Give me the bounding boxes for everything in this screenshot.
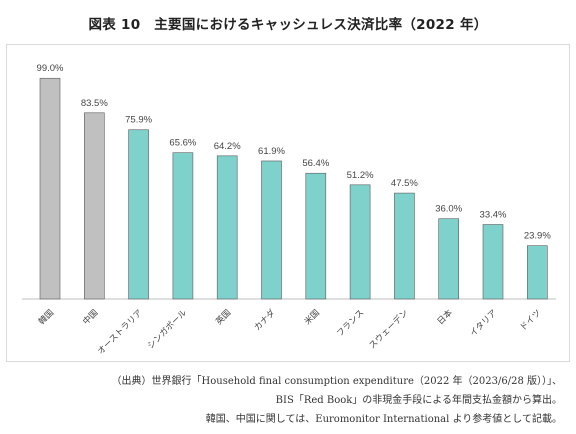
category-label-7: フランス [335,308,366,339]
category-label-6: 米国 [302,307,322,327]
data-label-3: 65.6% [169,138,196,149]
data-label-11: 23.9% [524,231,551,242]
data-label-0: 99.0% [37,63,64,74]
bar-chart: 99.0% 韓国 83.5% 中国 75.9% オーストラリア 65.6% シンガポール 64.… [22,63,556,357]
data-label-10: 33.4% [480,210,507,221]
source-note-line-3: 韓国、中国に関しては、Euromonitor International より参… [205,414,562,425]
data-label-6: 56.4% [302,158,329,169]
bar-5 [261,160,282,300]
bar-3 [172,152,194,300]
category-label-10: イタリア [468,308,499,339]
source-note-line-1: （出典）世界銀行「Household final consumption exp… [111,376,562,387]
bar-10 [482,224,504,300]
category-label-11: ドイツ [518,308,543,333]
data-label-9: 36.0% [435,204,462,215]
category-label-1: 中国 [81,307,101,327]
bar-9 [438,218,460,300]
source-note-line-2: BIS「Red Book」の非現金手段による年間支払金額から算出。 [275,395,562,406]
bar-2 [128,129,149,300]
data-label-8: 47.5% [391,178,418,189]
data-label-2: 75.9% [125,115,152,126]
chart-frame [6,44,570,362]
category-label-3: シンガポール [145,307,189,351]
category-label-9: 日本 [435,307,455,327]
bar-6 [305,172,327,300]
category-label-2: オーストラリア [96,308,145,357]
bar-11 [526,245,548,300]
bar-7 [349,184,371,300]
bar-0 [39,77,61,300]
bar-8 [394,192,415,300]
category-label-5: カナダ [252,307,278,333]
data-label-4: 64.2% [214,141,241,152]
data-label-1: 83.5% [81,98,108,109]
bar-1 [84,112,105,300]
category-label-8: スウェーデン [367,307,411,351]
chart-title: 図表 10 主要国におけるキャッシュレス決済比率（2022 年） [88,17,488,33]
bar-4 [216,155,238,300]
category-label-4: 英国 [214,307,234,327]
data-label-5: 61.9% [258,146,285,157]
category-label-0: 韓国 [36,307,56,327]
data-label-7: 51.2% [347,170,374,181]
